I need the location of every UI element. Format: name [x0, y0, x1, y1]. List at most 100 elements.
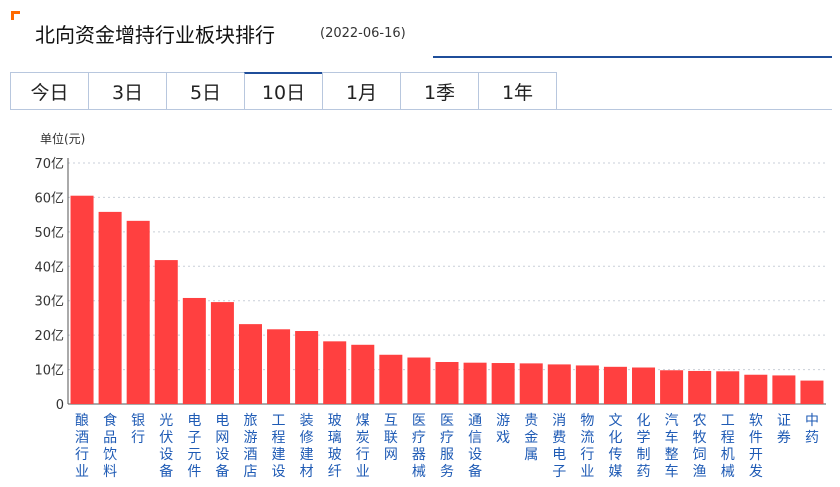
x-tick-label-char: 化 [608, 430, 622, 446]
bar[interactable] [407, 357, 431, 404]
x-tick-label-char: 农 [693, 413, 707, 429]
x-tick-label-char: 物 [580, 413, 594, 429]
bar[interactable] [800, 380, 824, 404]
x-tick-label-char: 发 [749, 464, 763, 480]
x-tick-label-char: 件 [187, 464, 201, 480]
x-tick-label-char: 件 [749, 430, 763, 446]
x-tick-label-char: 疗 [412, 430, 426, 446]
bar[interactable] [126, 220, 150, 404]
x-tick-label-char: 业 [356, 464, 370, 480]
x-tick-label-char: 玻 [328, 447, 342, 463]
x-tick-label-char: 备 [468, 463, 482, 480]
x-tick-label-char: 疗 [440, 430, 454, 446]
tab-5[interactable]: 1季 [400, 72, 479, 110]
period-tabs: 今日 3日 5日 10日 1月 1季 1年 [10, 72, 557, 110]
x-tick-label-char: 饮 [103, 447, 117, 463]
x-tick-label-char: 业 [75, 464, 89, 480]
bar[interactable] [435, 361, 459, 404]
x-tick-label-char: 医 [412, 413, 426, 429]
bar[interactable] [98, 211, 122, 404]
x-tick-label-char: 游 [496, 413, 510, 429]
bar[interactable] [323, 341, 347, 404]
x-tick-label-char: 业 [580, 464, 594, 480]
x-tick-label-char: 店 [243, 464, 257, 480]
bar[interactable] [716, 371, 740, 404]
bar[interactable] [267, 329, 291, 404]
tab-0[interactable]: 今日 [10, 72, 89, 110]
x-tick-label-char: 服 [440, 447, 454, 463]
x-tick-label-char: 备 [215, 463, 229, 480]
bar[interactable] [688, 370, 712, 404]
bar[interactable] [210, 302, 234, 404]
x-tick-label-char: 药 [805, 430, 819, 446]
tab-1[interactable]: 3日 [88, 72, 167, 110]
y-tick-label: 0 [56, 398, 64, 413]
bar[interactable] [772, 375, 796, 404]
x-tick-label-char: 装 [300, 413, 314, 429]
x-tick-label-char: 建 [300, 447, 314, 463]
x-tick-label-char: 联 [384, 430, 398, 446]
x-tick-label-char: 子 [552, 464, 566, 480]
x-tick-label-char: 证 [777, 413, 791, 429]
bar[interactable] [744, 374, 768, 404]
bar[interactable] [238, 324, 262, 404]
bar[interactable] [575, 365, 599, 404]
x-tick-label-char: 券 [777, 430, 791, 446]
y-tick-label: 60亿 [34, 191, 64, 206]
bar[interactable] [519, 363, 543, 404]
y-axis-unit-label: 单位(元) [40, 132, 86, 146]
x-tick-label-char: 纤 [328, 464, 342, 480]
x-tick-label-char: 酒 [243, 447, 257, 463]
x-tick-label-char: 整 [665, 447, 679, 463]
x-tick-label-char: 品 [103, 430, 117, 446]
x-tick-label-char: 属 [524, 447, 538, 463]
bar[interactable] [660, 370, 684, 404]
x-tick-label-char: 药 [637, 464, 651, 480]
x-tick-label-char: 工 [272, 413, 286, 429]
bar[interactable] [547, 364, 571, 404]
x-tick-label-char: 费 [552, 430, 566, 446]
y-tick-label: 30亿 [34, 295, 64, 310]
x-tick-label-char: 互 [384, 413, 398, 429]
x-tick-label-char: 光 [159, 413, 173, 429]
x-tick-label-char: 化 [637, 413, 651, 429]
x-tick-label-char: 设 [215, 447, 229, 463]
x-tick-label-char: 媒 [608, 464, 622, 480]
x-tick-label-char: 车 [665, 429, 679, 446]
y-tick-label: 20亿 [34, 329, 64, 344]
x-tick-label-char: 行 [580, 447, 594, 463]
x-tick-label-char: 消 [552, 413, 566, 429]
bar[interactable] [603, 366, 627, 404]
x-tick-label-char: 食 [103, 412, 117, 429]
x-tick-label-char: 酿 [75, 413, 89, 429]
bar[interactable] [379, 354, 403, 404]
x-tick-label-char: 械 [721, 464, 735, 480]
x-tick-label-char: 璃 [328, 429, 342, 446]
x-tick-label-char: 酒 [75, 430, 89, 446]
x-tick-label-char: 开 [749, 447, 763, 463]
x-tick-label-char: 备 [159, 463, 173, 480]
bar[interactable] [154, 260, 178, 404]
bar[interactable] [632, 367, 656, 404]
x-tick-label-char: 电 [552, 447, 566, 463]
x-tick-label-char: 程 [721, 430, 735, 446]
bar[interactable] [463, 362, 487, 404]
x-tick-label-char: 网 [384, 447, 398, 463]
bar[interactable] [70, 195, 94, 404]
tab-6[interactable]: 1年 [478, 72, 557, 110]
x-tick-label-char: 车 [665, 463, 679, 480]
title-divider [433, 56, 832, 58]
tab-3[interactable]: 10日 [244, 72, 323, 110]
tab-divider [10, 109, 832, 110]
bar[interactable] [182, 297, 206, 404]
bar[interactable] [491, 363, 515, 404]
x-tick-label-char: 炭 [356, 430, 370, 446]
y-tick-label: 50亿 [34, 226, 64, 241]
x-tick-label-char: 汽 [665, 413, 679, 429]
x-tick-label-char: 医 [440, 413, 454, 429]
bar[interactable] [351, 344, 375, 404]
bar[interactable] [295, 331, 319, 404]
x-tick-label-char: 电 [215, 413, 229, 429]
